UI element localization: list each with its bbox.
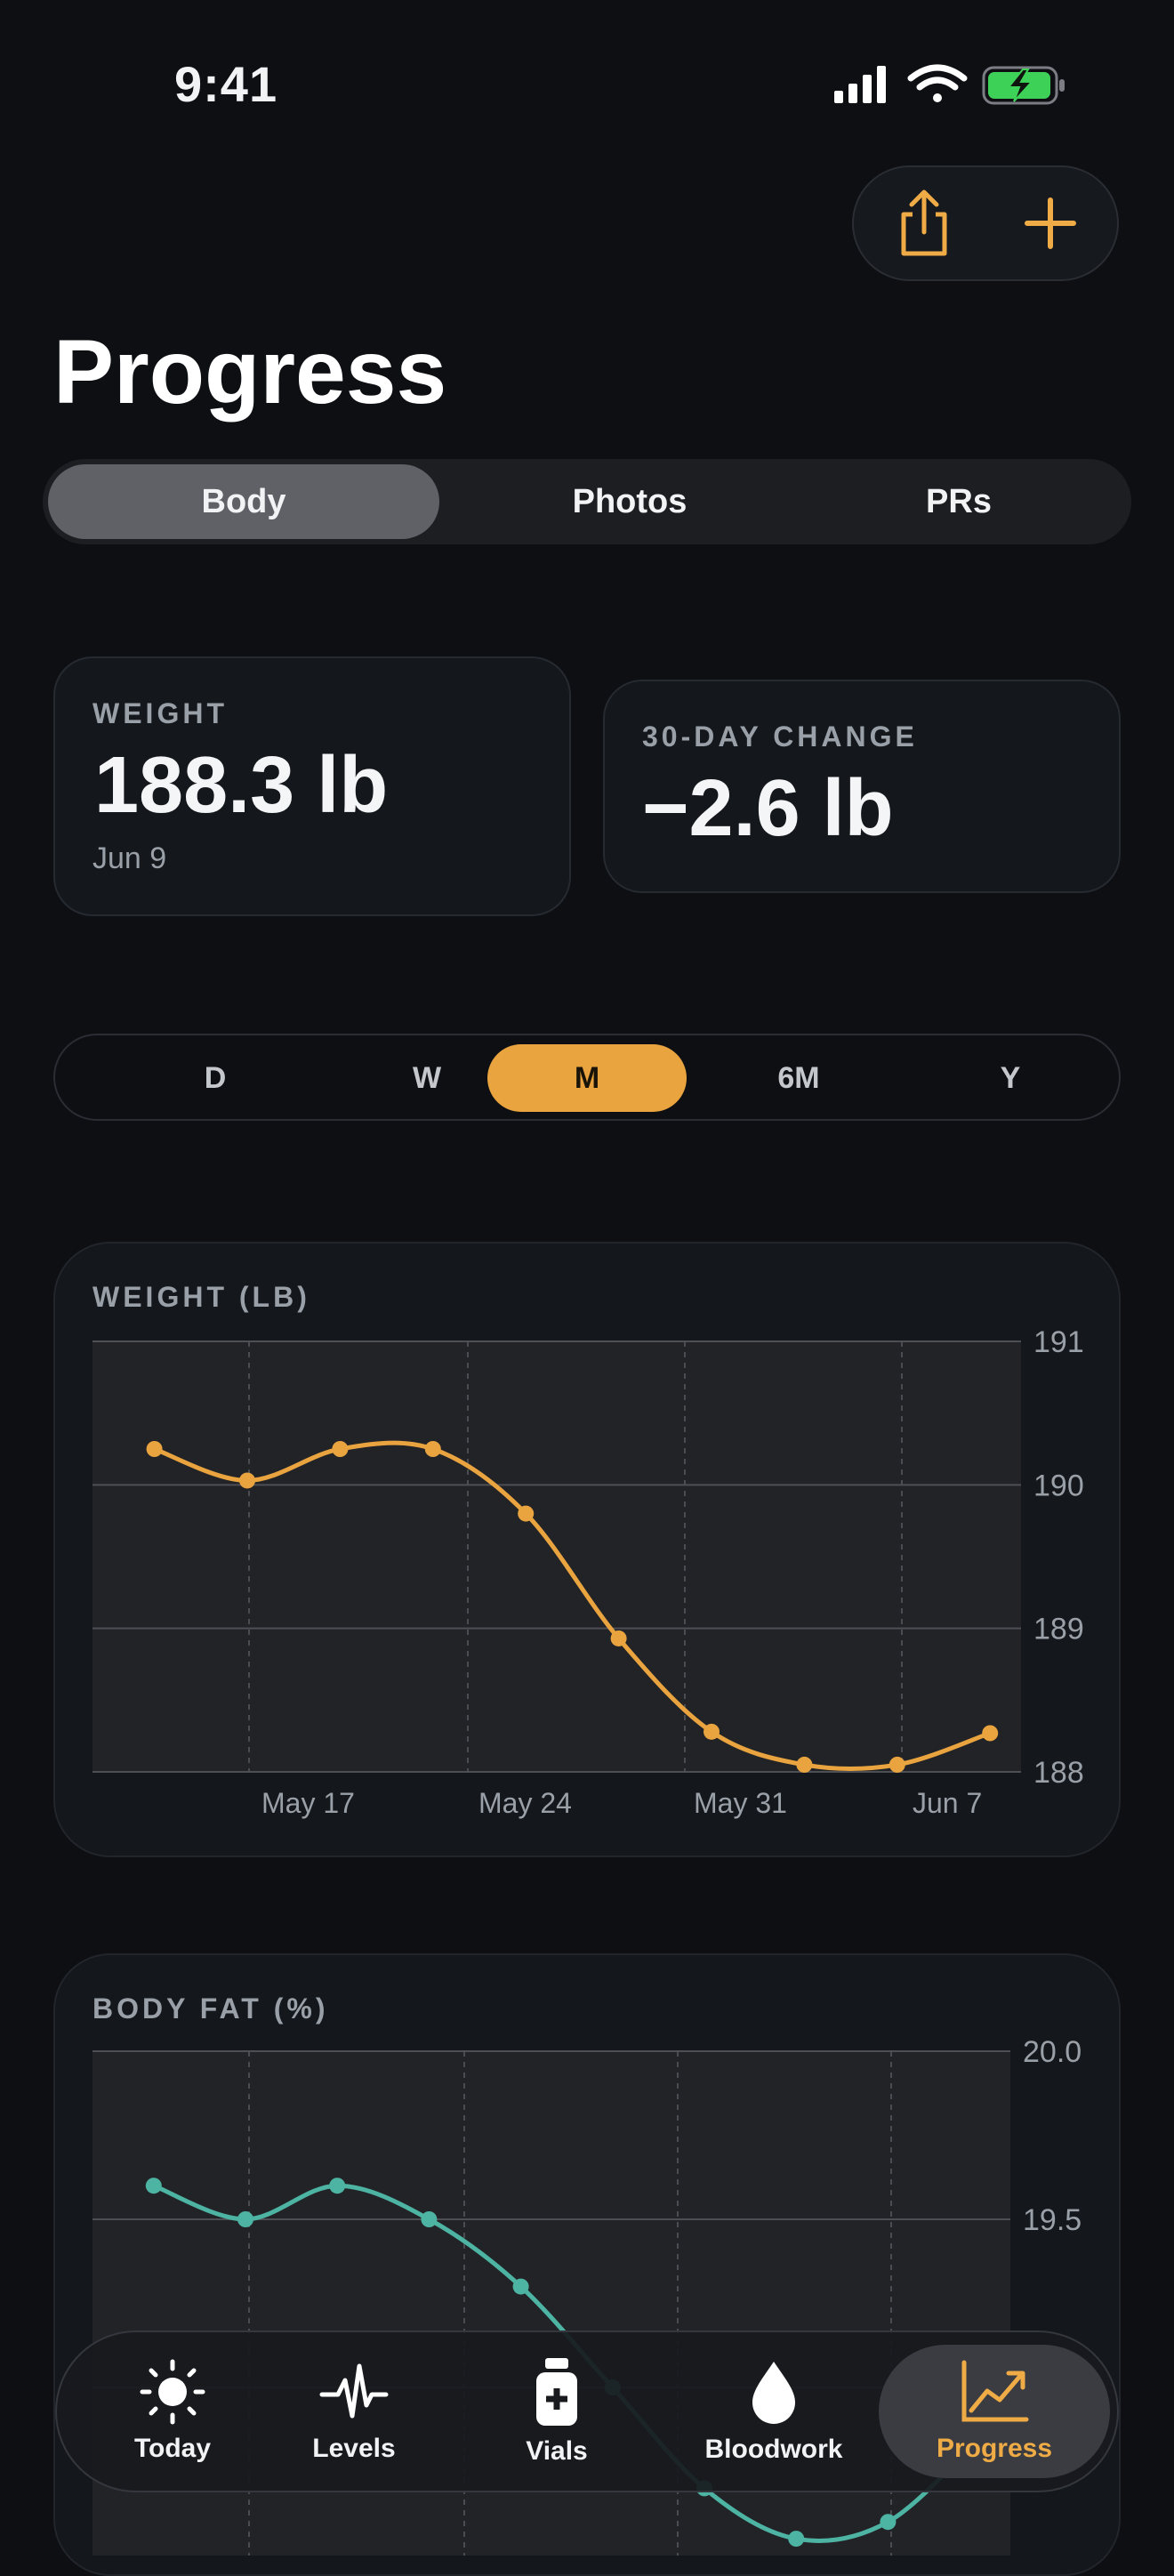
battery-charging-icon <box>982 66 1065 105</box>
change-value: −2.6 lb <box>642 764 894 853</box>
sun-icon <box>140 2359 205 2425</box>
chart-x-tick-label: May 24 <box>475 2571 568 2574</box>
chart-x-tick-label: Jun 7 <box>913 1787 982 1819</box>
vial-icon <box>536 2358 577 2426</box>
header-actions <box>852 165 1119 281</box>
chart-plot-area <box>92 1341 1021 1772</box>
chart-x-tick-label: May 31 <box>694 1787 787 1819</box>
chart-data-point <box>146 1441 163 1457</box>
chart-data-point <box>704 1723 720 1740</box>
share-icon <box>901 189 947 256</box>
status-time: 9:41 <box>174 56 278 112</box>
chart-y-tick-label: 19.5 <box>1023 2203 1082 2237</box>
chart-series <box>146 1440 999 1773</box>
period-m[interactable]: M <box>487 1044 687 1112</box>
period-d[interactable]: D <box>204 1060 227 1095</box>
weight-date: Jun 9 <box>92 841 167 875</box>
tab-bar: Today Levels Vials Bloodwork Progress <box>55 2330 1119 2492</box>
chart-data-point <box>239 1472 255 1489</box>
tab-vials[interactable]: Vials <box>477 2345 637 2478</box>
chart-data-point <box>796 1756 813 1773</box>
share-button[interactable] <box>866 167 982 279</box>
chart-data-point <box>610 1630 627 1646</box>
tab-label-levels: Levels <box>312 2434 396 2463</box>
chart-x-tick-label: May 24 <box>478 1787 572 1819</box>
bodyfat-chart-title: BODY FAT (%) <box>92 1992 329 2025</box>
segment-body[interactable]: Body <box>48 464 439 539</box>
chart-data-point <box>512 2278 529 2295</box>
segment-photos[interactable]: Photos <box>572 482 688 520</box>
tab-label-bloodwork: Bloodwork <box>704 2435 843 2464</box>
change-label: 30-DAY CHANGE <box>642 720 918 753</box>
weight-chart-card: WEIGHT (LB) 191 190 189 188 May 17 May 24 May … <box>53 1242 1121 1857</box>
chart-y-tick-label: 191 <box>1033 1325 1084 1359</box>
tab-bloodwork[interactable]: Bloodwork <box>678 2345 870 2478</box>
wifi-icon <box>907 64 968 102</box>
period-w[interactable]: W <box>412 1060 442 1095</box>
chart-data-point <box>332 1441 349 1457</box>
chart-y-tick-label: 20.0 <box>1023 2035 1082 2069</box>
chart-x-tick-label: May 17 <box>261 2571 355 2574</box>
tab-label-progress: Progress <box>936 2434 1053 2463</box>
weight-value: 188.3 lb <box>94 741 389 830</box>
chart-x-tick-label: May 31 <box>688 2571 782 2574</box>
tab-label-vials: Vials <box>526 2436 588 2466</box>
chart-data-point <box>889 1756 905 1773</box>
chart-y-tick-label: 188 <box>1033 1756 1084 1790</box>
segmented-control: Body Photos PRs <box>43 459 1131 544</box>
period-6m[interactable]: 6M <box>777 1060 820 1095</box>
tab-label-today: Today <box>133 2434 212 2463</box>
pulse-icon <box>319 2363 389 2419</box>
chart-icon <box>961 2360 1029 2422</box>
chart-data-point <box>329 2178 346 2194</box>
period-selector: D W M 6M Y <box>53 1034 1121 1121</box>
weight-card[interactable]: WEIGHT 188.3 lb Jun 9 <box>53 656 571 916</box>
chart-data-point <box>145 2178 162 2194</box>
cellular-signal-icon <box>834 66 886 103</box>
chart-y-tick-label: 189 <box>1033 1613 1084 1646</box>
chart-data-point <box>982 1725 999 1742</box>
chart-series-line <box>152 1440 993 1771</box>
chart-x-tick-label: May 17 <box>261 1787 355 1819</box>
chart-data-point <box>421 2211 438 2227</box>
plus-icon <box>1025 197 1076 249</box>
tab-progress[interactable]: Progress <box>879 2345 1110 2478</box>
chart-data-point <box>880 2514 897 2531</box>
change-card[interactable]: 30-DAY CHANGE −2.6 lb <box>603 680 1121 893</box>
weight-chart-title: WEIGHT (LB) <box>92 1281 310 1313</box>
chart-data-point <box>518 1505 535 1522</box>
segment-prs[interactable]: PRs <box>926 482 992 520</box>
weight-label: WEIGHT <box>92 697 228 729</box>
chart-data-point <box>424 1441 441 1457</box>
chart-data-point <box>788 2531 805 2548</box>
tab-today[interactable]: Today <box>84 2345 261 2478</box>
chart-data-point <box>237 2211 253 2227</box>
status-icons <box>834 64 1065 105</box>
period-y[interactable]: Y <box>1000 1060 1021 1095</box>
drop-icon <box>752 2362 795 2424</box>
tab-levels[interactable]: Levels <box>274 2345 434 2478</box>
chart-x-tick-label: Jun 7 <box>902 2571 971 2574</box>
chart-y-tick-label: 190 <box>1033 1469 1084 1502</box>
add-button[interactable] <box>993 167 1108 279</box>
page-title: Progress <box>53 321 447 423</box>
weight-chart: 191 190 189 188 May 17 May 24 May 31 Jun 7 <box>92 1325 1084 1819</box>
